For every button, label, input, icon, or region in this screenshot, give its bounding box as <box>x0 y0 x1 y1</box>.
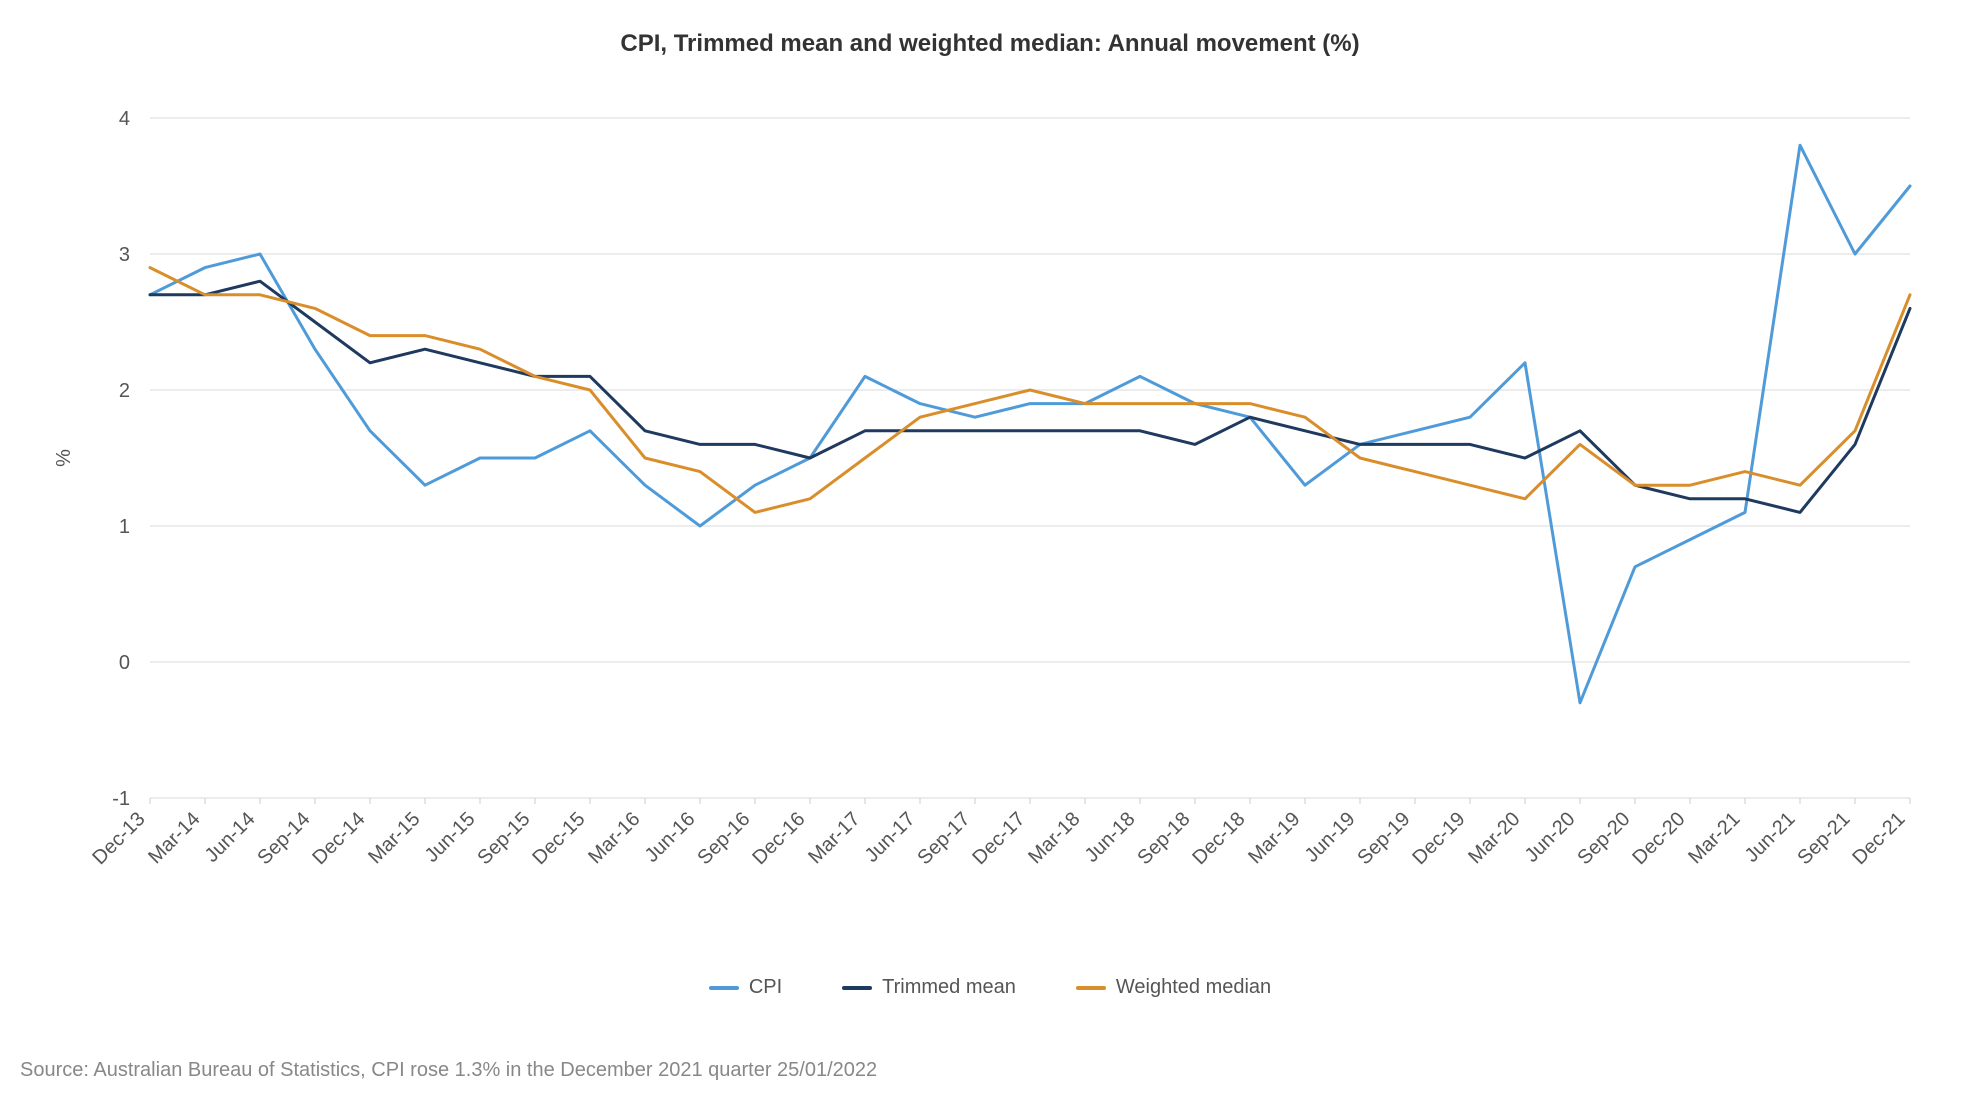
y-tick-label: 4 <box>119 108 130 130</box>
x-tick-label: Sep-16 <box>693 808 754 869</box>
x-tick-label: Jun-20 <box>1521 808 1580 867</box>
legend-swatch <box>1076 986 1106 990</box>
x-tick-label: Mar-16 <box>584 808 644 868</box>
x-tick-label: Sep-15 <box>473 808 534 869</box>
legend-label: Weighted median <box>1116 976 1271 999</box>
x-tick-label: Dec-20 <box>1628 808 1689 869</box>
x-tick-label: Mar-14 <box>144 808 204 868</box>
x-tick-label: Jun-15 <box>421 808 480 867</box>
x-tick-label: Jun-21 <box>1741 808 1800 867</box>
x-tick-label: Mar-20 <box>1464 808 1524 868</box>
legend-item-weighted-median: Weighted median <box>1076 976 1271 999</box>
chart-title: CPI, Trimmed mean and weighted median: A… <box>40 30 1940 58</box>
x-tick-label: Mar-18 <box>1024 808 1084 868</box>
x-tick-label: Mar-19 <box>1244 808 1304 868</box>
x-tick-label: Dec-19 <box>1408 808 1469 869</box>
x-tick-label: Jun-18 <box>1081 808 1140 867</box>
line-chart: -101234%Dec-13Mar-14Jun-14Sep-14Dec-14Ma… <box>40 78 1940 958</box>
x-tick-label: Dec-17 <box>968 808 1029 869</box>
x-tick-label: Dec-13 <box>88 808 149 869</box>
x-tick-label: Dec-21 <box>1848 808 1909 869</box>
series-cpi <box>150 145 1910 703</box>
legend-item-cpi: CPI <box>709 976 782 999</box>
y-tick-label: 2 <box>119 380 130 402</box>
chart-container: CPI, Trimmed mean and weighted median: A… <box>0 0 1980 1100</box>
x-tick-label: Mar-17 <box>804 808 864 868</box>
x-tick-label: Sep-19 <box>1353 808 1414 869</box>
x-tick-label: Sep-17 <box>913 808 974 869</box>
legend-swatch <box>709 986 739 990</box>
x-tick-label: Jun-14 <box>201 808 260 867</box>
x-tick-label: Jun-19 <box>1301 808 1360 867</box>
x-tick-label: Jun-16 <box>641 808 700 867</box>
x-tick-label: Dec-18 <box>1188 808 1249 869</box>
legend-label: CPI <box>749 976 782 999</box>
y-tick-label: 0 <box>119 652 130 674</box>
y-axis-title: % <box>53 449 75 467</box>
x-tick-label: Sep-21 <box>1793 808 1854 869</box>
x-tick-label: Jun-17 <box>861 808 920 867</box>
x-tick-label: Mar-21 <box>1684 808 1744 868</box>
x-tick-label: Dec-15 <box>528 808 589 869</box>
source-text: Source: Australian Bureau of Statistics,… <box>20 1059 877 1082</box>
x-tick-label: Dec-14 <box>308 808 369 869</box>
legend-label: Trimmed mean <box>882 976 1016 999</box>
y-tick-label: -1 <box>112 788 130 810</box>
series-trimmed-mean <box>150 281 1910 512</box>
legend-item-trimmed-mean: Trimmed mean <box>842 976 1016 999</box>
x-tick-label: Sep-18 <box>1133 808 1194 869</box>
legend-swatch <box>842 986 872 990</box>
x-tick-label: Sep-14 <box>253 808 314 869</box>
y-tick-label: 1 <box>119 516 130 538</box>
legend: CPI Trimmed mean Weighted median <box>40 976 1940 999</box>
y-tick-label: 3 <box>119 244 130 266</box>
x-tick-label: Sep-20 <box>1573 808 1634 869</box>
x-tick-label: Dec-16 <box>748 808 809 869</box>
x-tick-label: Mar-15 <box>364 808 424 868</box>
